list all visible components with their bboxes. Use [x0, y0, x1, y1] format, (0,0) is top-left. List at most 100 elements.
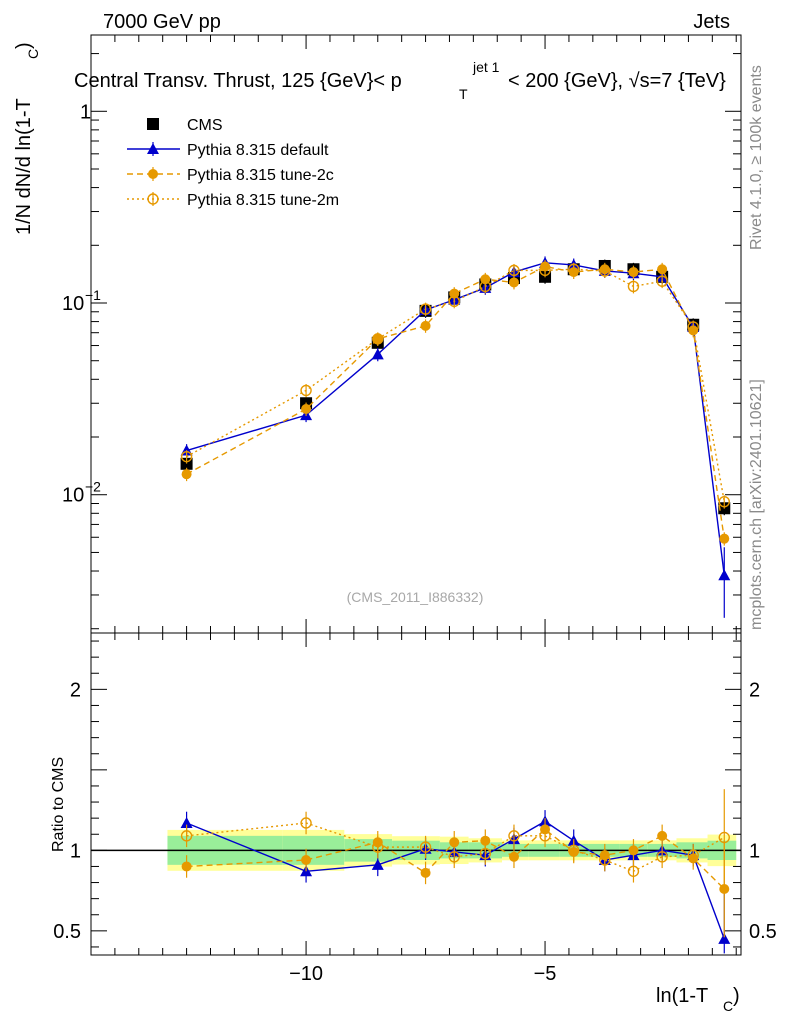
ratio-point	[718, 932, 731, 944]
ratio-point	[180, 830, 193, 842]
ratio-point	[480, 835, 491, 846]
ratio-y-tick-label-right: 1	[749, 840, 760, 862]
analysis-watermark: (CMS_2011_I886332)	[347, 589, 484, 605]
data-point	[719, 533, 730, 544]
ratio-y-tick-label: 1	[70, 840, 81, 862]
main-y-tick-label: 1	[80, 101, 91, 123]
main-panel: 10 −210 −11	[62, 34, 742, 634]
series-pythia-8-315-tune-2m	[180, 262, 730, 509]
ratio-y-tick-label-right: 0.5	[749, 921, 777, 943]
data-point	[657, 264, 668, 275]
ratio-point	[657, 830, 668, 841]
ratio-point	[568, 844, 580, 857]
y-axis-title: 1/N dN/d ln(1-T C )	[13, 42, 41, 235]
ratio-point	[419, 841, 432, 853]
legend-entry-pythia-8-315-default: Pythia 8.315 default	[127, 142, 329, 159]
legend-marker	[147, 118, 159, 130]
data-point	[656, 275, 668, 287]
ratio-ticks	[90, 633, 741, 955]
ratio-point	[180, 816, 193, 828]
legend-entry-cms: CMS	[147, 117, 223, 134]
legend-marker	[147, 143, 159, 154]
data-point	[419, 303, 432, 315]
ratio-y-tick-label-right: 2	[749, 679, 760, 701]
main-ticks	[90, 35, 741, 633]
legend-entry-pythia-8-315-tune-2m: Pythia 8.315 tune-2m	[127, 192, 339, 209]
title-sub-T: T	[459, 86, 468, 102]
ratio-y-tick-labels: 0.5 0.5 1 1 2 2	[53, 679, 777, 943]
x-tick-label: −5	[534, 963, 557, 985]
data-point	[599, 265, 611, 277]
main-y-tick-labels: 10 −210 −11	[62, 101, 101, 506]
ratio-point	[628, 845, 639, 856]
x-tick-label: −10	[289, 963, 323, 985]
data-point	[568, 263, 580, 275]
legend-label: Pythia 8.315 tune-2c	[187, 167, 334, 184]
ratio-point	[627, 865, 640, 877]
data-point	[371, 348, 384, 360]
main-y-tick-label: 10	[62, 293, 84, 315]
y-axis-title-sub: C	[25, 49, 41, 59]
rivet-version-label: Rivet 4.1.0, ≥ 100k events	[748, 65, 765, 250]
x-axis-title-end: )	[733, 985, 740, 1007]
title-sup-jet1: jet 1	[472, 59, 500, 75]
x-axis-title-sub: C	[723, 998, 733, 1014]
legend-marker	[147, 193, 159, 205]
data-point	[539, 264, 551, 277]
ratio-point	[508, 851, 519, 862]
ratio-point	[300, 817, 312, 829]
ratio-line	[186, 820, 725, 940]
ratio-series-pythia-8-315-tune-2m	[180, 789, 730, 886]
ratio-point	[508, 830, 520, 842]
main-y-tick-exponent: −2	[85, 479, 101, 495]
ratio-point	[719, 883, 730, 894]
data-point	[508, 264, 520, 277]
data-point	[449, 288, 460, 299]
ratio-point	[599, 854, 611, 866]
ratio-point	[449, 837, 460, 848]
x-tick-labels: −10 −5	[289, 963, 556, 985]
main-series	[180, 256, 731, 618]
ratio-y-title: Ratio to CMS	[50, 757, 67, 852]
ratio-point	[371, 858, 384, 870]
legend-label: Pythia 8.315 tune-2m	[187, 192, 339, 209]
title-part-1: Central Transv. Thrust, 125 {GeV}< p	[74, 70, 402, 92]
header-left: 7000 GeV pp	[103, 11, 221, 33]
legend-marker	[148, 169, 158, 179]
ratio-point	[420, 867, 431, 878]
ratio-point	[301, 855, 312, 866]
title-part-2: < 200 {GeV}, √s=7 {TeV}	[508, 70, 726, 92]
main-y-tick-exponent: −1	[85, 287, 101, 303]
x-axis-title-text: ln(1-T	[656, 985, 708, 1007]
ratio-point	[448, 851, 460, 863]
ratio-y-tick-label: 2	[70, 679, 81, 701]
series-line	[186, 262, 725, 576]
ratio-point	[687, 849, 699, 861]
data-point	[448, 295, 460, 308]
y-axis-title-text: 1/N dN/d ln(1-T	[13, 98, 35, 235]
ratio-point	[656, 851, 668, 863]
data-point	[718, 569, 731, 581]
ratio-series	[180, 789, 731, 954]
data-point	[687, 321, 699, 333]
data-point	[628, 267, 639, 278]
data-point	[420, 320, 431, 331]
y-axis-title-end: )	[13, 42, 35, 49]
ratio-panel: 0.5 0.5 1 1 2 2 −10 −5	[53, 632, 777, 985]
data-point	[301, 403, 312, 414]
ratio-point	[718, 831, 730, 844]
data-point	[300, 384, 312, 397]
series-pythia-8-315-default	[180, 256, 731, 618]
x-axis-title: ln(1-T C )	[656, 985, 740, 1014]
data-point	[627, 280, 640, 293]
legend-label: Pythia 8.315 default	[187, 142, 329, 159]
legend: CMS Pythia 8.315 default Pythia 8.315 tune…	[127, 117, 339, 209]
series-line	[186, 265, 725, 539]
data-point	[180, 450, 193, 463]
data-point	[181, 469, 192, 480]
ratio-y-tick-label: 0.5	[53, 921, 81, 943]
plot-title: Central Transv. Thrust, 125 {GeV}< p T j…	[74, 59, 726, 102]
legend-label: CMS	[187, 117, 223, 134]
ratio-point	[479, 847, 492, 860]
